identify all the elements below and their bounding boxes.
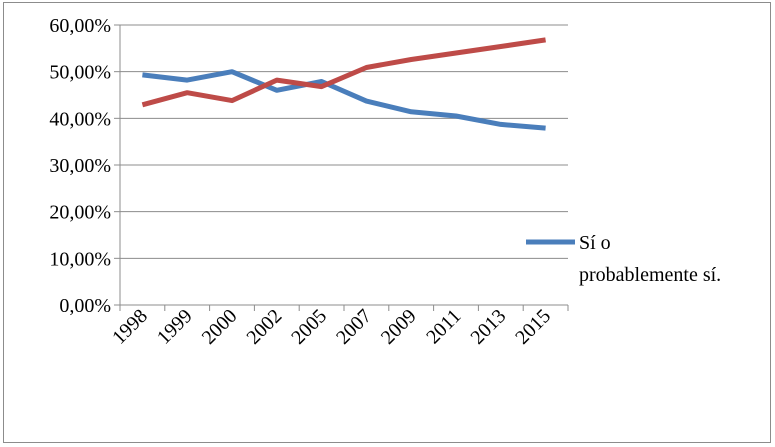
legend-label-line: Sí o xyxy=(579,232,611,254)
y-tick-label: 40,00% xyxy=(49,108,111,130)
gridlines xyxy=(120,24,568,259)
x-tick-label: 1999 xyxy=(153,305,197,349)
legend: Sí o probablemente sí. xyxy=(526,232,721,286)
legend-label-line: probablemente sí. xyxy=(579,264,721,286)
y-tick-label: 50,00% xyxy=(49,62,111,84)
series-line-1 xyxy=(142,69,546,131)
x-tick-label: 2013 xyxy=(466,305,510,349)
y-tick-label: 60,00% xyxy=(49,15,111,37)
x-tick-label: 2011 xyxy=(422,305,465,348)
x-tick-label: 2002 xyxy=(242,305,286,349)
x-tick-label: 2015 xyxy=(511,305,555,349)
axes xyxy=(114,24,569,311)
y-tick-label: 10,00% xyxy=(49,248,111,270)
y-axis-tick-labels: 0,00% 10,00% 20,00% 30,00% 40,00% 50,00% 60,00… xyxy=(49,15,111,317)
y-tick-label: 30,00% xyxy=(49,155,111,177)
x-tick-label: 2000 xyxy=(198,305,242,349)
x-tick-label: 2007 xyxy=(332,305,376,349)
x-tick-label: 2009 xyxy=(377,305,421,349)
x-tick-label: 1998 xyxy=(108,305,152,349)
series-lines xyxy=(141,37,546,131)
legend-label: Sí o probablemente sí. xyxy=(579,232,721,286)
y-tick-label: 20,00% xyxy=(49,202,111,224)
x-axis-tick-labels: 1998 1999 2000 2002 2005 2007 2009 2011 2013 2015 xyxy=(108,305,555,349)
series-line-2 xyxy=(141,37,546,108)
chart-frame xyxy=(3,2,771,443)
y-tick-label: 0,00% xyxy=(59,295,111,317)
x-tick-label: 2005 xyxy=(287,305,331,349)
